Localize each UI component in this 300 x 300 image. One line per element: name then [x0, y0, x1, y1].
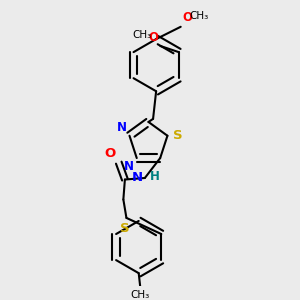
Text: N: N [124, 160, 134, 172]
Text: S: S [120, 222, 130, 235]
Text: N: N [132, 172, 143, 184]
Text: O: O [104, 147, 116, 160]
Text: CH₃: CH₃ [130, 290, 150, 300]
Text: O: O [149, 31, 159, 44]
Text: S: S [173, 129, 183, 142]
Text: CH₃: CH₃ [133, 30, 152, 40]
Text: N: N [117, 121, 127, 134]
Text: O: O [182, 11, 192, 24]
Text: H: H [150, 170, 160, 183]
Text: CH₃: CH₃ [189, 11, 208, 21]
